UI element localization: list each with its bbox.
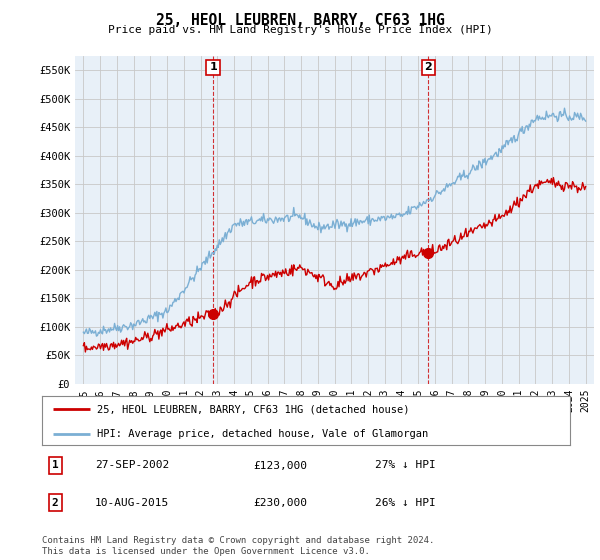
Text: Contains HM Land Registry data © Crown copyright and database right 2024.
This d: Contains HM Land Registry data © Crown c… [42,536,434,556]
Text: 27-SEP-2002: 27-SEP-2002 [95,460,169,470]
Text: 1: 1 [209,62,217,72]
Text: £123,000: £123,000 [253,460,307,470]
Text: 10-AUG-2015: 10-AUG-2015 [95,498,169,507]
Text: Price paid vs. HM Land Registry's House Price Index (HPI): Price paid vs. HM Land Registry's House … [107,25,493,35]
Text: 27% ↓ HPI: 27% ↓ HPI [374,460,436,470]
Text: 2: 2 [424,62,432,72]
Text: 25, HEOL LEUBREN, BARRY, CF63 1HG (detached house): 25, HEOL LEUBREN, BARRY, CF63 1HG (detac… [97,404,410,414]
Text: HPI: Average price, detached house, Vale of Glamorgan: HPI: Average price, detached house, Vale… [97,430,428,440]
Text: £230,000: £230,000 [253,498,307,507]
Text: 26% ↓ HPI: 26% ↓ HPI [374,498,436,507]
Text: 1: 1 [52,460,59,470]
Text: 25, HEOL LEUBREN, BARRY, CF63 1HG: 25, HEOL LEUBREN, BARRY, CF63 1HG [155,13,445,28]
Text: 2: 2 [52,498,59,507]
